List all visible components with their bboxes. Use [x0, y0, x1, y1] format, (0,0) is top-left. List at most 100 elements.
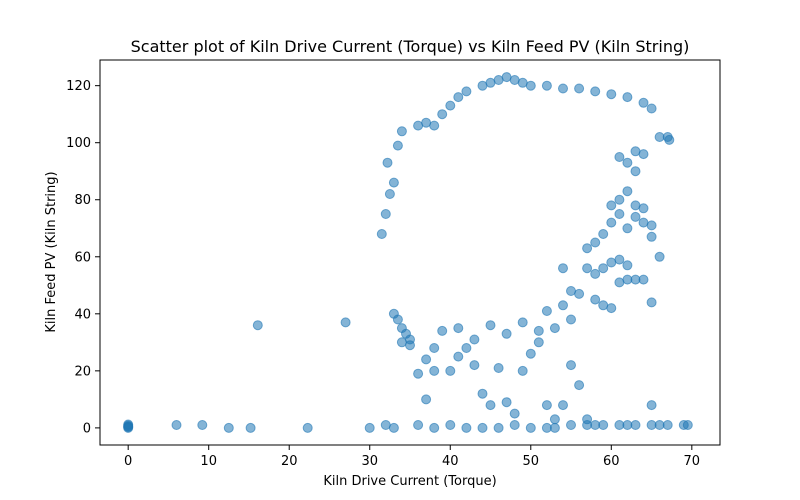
- data-point: [606, 217, 617, 228]
- chart-title: Scatter plot of Kiln Drive Current (Torq…: [131, 37, 690, 56]
- y-tick-label: 60: [74, 250, 91, 265]
- data-point: [445, 100, 456, 111]
- data-point: [413, 420, 424, 430]
- data-point: [245, 422, 256, 433]
- data-point: [469, 334, 480, 345]
- data-point: [413, 368, 424, 379]
- data-point: [461, 86, 472, 97]
- data-point: [590, 268, 601, 279]
- data-point: [606, 303, 617, 314]
- data-point: [558, 300, 568, 311]
- data-point: [501, 328, 512, 339]
- data-point: [622, 186, 633, 197]
- data-point: [429, 422, 440, 433]
- data-point: [549, 414, 560, 425]
- data-point: [533, 337, 544, 348]
- data-point: [582, 243, 593, 254]
- data-point: [622, 260, 633, 271]
- x-axis-ticks: 0 10 20 30 40 50 60 70: [124, 445, 700, 469]
- y-axis-label: Kiln Feed PV (Kiln String): [44, 171, 59, 332]
- data-point: [493, 363, 504, 373]
- data-point: [453, 323, 464, 334]
- data-point: [574, 288, 585, 299]
- data-point: [396, 126, 407, 137]
- data-point: [469, 360, 480, 371]
- data-point: [558, 400, 568, 411]
- data-point: [485, 400, 496, 411]
- data-point: [392, 314, 403, 325]
- data-point: [485, 320, 496, 331]
- y-axis-ticks: 0 20 40 60 80 100 120: [66, 79, 100, 436]
- data-point: [662, 420, 673, 430]
- data-point: [405, 340, 415, 351]
- data-point: [614, 152, 625, 162]
- data-point: [541, 80, 552, 91]
- data-point: [646, 231, 657, 242]
- data-point: [517, 317, 528, 328]
- data-point: [525, 80, 536, 91]
- data-point: [429, 343, 440, 353]
- data-point: [574, 380, 585, 391]
- data-point: [445, 365, 456, 376]
- data-point: [382, 157, 393, 168]
- data-point: [302, 422, 313, 433]
- data-point: [493, 422, 504, 433]
- data-point: [453, 92, 464, 103]
- data-point: [461, 422, 472, 433]
- data-point: [533, 325, 544, 336]
- data-point: [646, 400, 657, 411]
- data-point: [622, 223, 633, 234]
- plot-area-frame: [99, 59, 721, 446]
- data-point: [590, 86, 601, 97]
- data-point: [590, 237, 601, 248]
- data-point: [541, 306, 552, 316]
- data-point: [664, 134, 675, 145]
- data-point: [223, 422, 234, 433]
- data-point: [384, 189, 395, 199]
- data-point: [525, 422, 536, 433]
- data-point: [638, 274, 649, 285]
- data-point: [622, 92, 633, 103]
- data-point: [622, 157, 633, 168]
- x-tick-label: 60: [603, 454, 620, 469]
- data-point: [453, 351, 464, 362]
- data-point: [566, 360, 576, 371]
- data-point: [614, 194, 625, 205]
- data-point: [606, 89, 617, 100]
- data-point: [566, 314, 576, 325]
- data-point: [654, 251, 665, 262]
- data-point: [388, 422, 399, 433]
- data-point: [376, 229, 387, 239]
- data-point: [598, 229, 609, 239]
- data-point: [477, 422, 488, 433]
- data-point: [171, 420, 182, 430]
- y-tick-label: 40: [74, 307, 91, 322]
- data-point: [517, 365, 528, 376]
- data-point: [638, 97, 649, 108]
- data-point: [509, 420, 520, 430]
- data-point: [429, 365, 440, 376]
- data-point: [421, 394, 432, 405]
- x-tick-label: 30: [361, 454, 378, 469]
- y-tick-label: 120: [66, 79, 91, 94]
- data-point: [638, 149, 649, 160]
- data-point: [123, 422, 134, 433]
- x-tick-label: 70: [684, 454, 701, 469]
- data-point: [590, 294, 601, 305]
- data-point: [392, 140, 403, 151]
- y-tick-label: 100: [66, 136, 91, 151]
- data-point: [445, 420, 456, 430]
- data-point: [646, 103, 657, 114]
- data-point: [252, 320, 263, 331]
- data-point: [582, 414, 593, 425]
- data-point: [566, 420, 576, 430]
- x-tick-label: 20: [281, 454, 298, 469]
- data-point: [549, 323, 560, 334]
- data-point: [606, 200, 617, 211]
- data-point: [630, 166, 641, 177]
- y-tick-label: 80: [74, 193, 91, 208]
- data-point: [429, 120, 440, 131]
- data-point: [598, 263, 609, 274]
- data-point: [558, 83, 568, 94]
- data-point: [574, 83, 585, 94]
